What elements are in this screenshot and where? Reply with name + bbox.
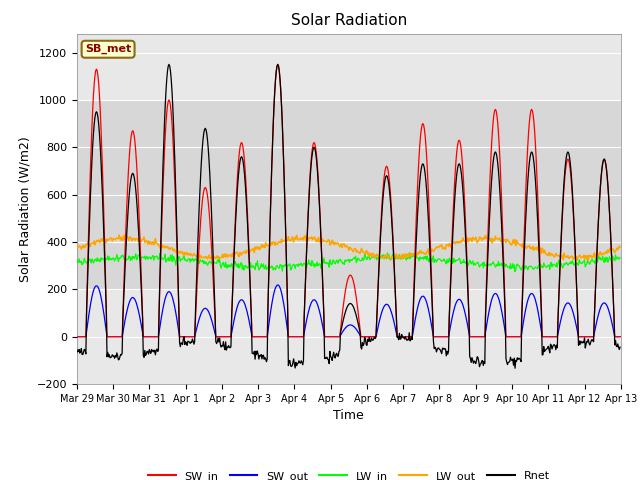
LW_in	[511, 269, 519, 275]
LW_in	[616, 254, 624, 260]
LW_out	[73, 245, 81, 251]
Rnet	[431, 345, 439, 350]
LW_out	[223, 252, 231, 257]
LW_in	[83, 260, 90, 266]
LW_in	[223, 265, 230, 271]
SW_out	[223, 334, 230, 339]
SW_out	[83, 328, 90, 334]
Line: SW_out: SW_out	[77, 285, 620, 336]
Line: LW_out: LW_out	[77, 235, 620, 260]
SW_in	[431, 334, 439, 339]
Title: Solar Radiation: Solar Radiation	[291, 13, 407, 28]
LW_out	[83, 241, 90, 247]
SW_in	[139, 311, 147, 316]
Rnet	[195, 223, 202, 228]
LW_out	[431, 246, 439, 252]
SW_in	[616, 334, 624, 339]
Text: SB_met: SB_met	[85, 44, 131, 54]
SW_out	[415, 300, 423, 305]
LW_out	[195, 251, 202, 256]
LW_out	[415, 250, 423, 256]
SW_in	[415, 153, 423, 159]
Rnet	[223, 344, 231, 350]
Rnet	[616, 344, 624, 350]
Legend: SW_in, SW_out, LW_in, LW_out, Rnet: SW_in, SW_out, LW_in, LW_out, Rnet	[143, 467, 554, 480]
SW_in	[223, 334, 230, 339]
Rnet	[511, 365, 519, 371]
LW_out	[140, 236, 147, 241]
X-axis label: Time: Time	[333, 409, 364, 422]
LW_out	[115, 232, 123, 238]
LW_in	[415, 258, 423, 264]
SW_out	[139, 329, 147, 335]
SW_out	[274, 282, 282, 288]
Line: SW_in: SW_in	[77, 64, 620, 336]
SW_out	[73, 334, 81, 339]
SW_in	[274, 61, 282, 67]
Y-axis label: Solar Radiation (W/m2): Solar Radiation (W/m2)	[18, 136, 31, 282]
LW_out	[616, 244, 624, 250]
LW_in	[431, 257, 439, 263]
Rnet	[415, 187, 423, 193]
Rnet	[83, 309, 90, 314]
LW_in	[73, 258, 81, 264]
Bar	[77, 100, 621, 289]
SW_out	[431, 334, 439, 339]
Line: Rnet: Rnet	[77, 64, 620, 368]
Rnet	[139, 315, 147, 321]
LW_in	[405, 250, 413, 256]
SW_out	[616, 334, 624, 339]
LW_in	[139, 254, 147, 260]
SW_in	[73, 334, 81, 339]
LW_out	[573, 257, 581, 263]
SW_in	[83, 304, 90, 310]
SW_out	[194, 322, 202, 327]
LW_in	[194, 258, 202, 264]
Rnet	[73, 347, 81, 353]
Rnet	[165, 61, 173, 67]
Line: LW_in: LW_in	[77, 253, 620, 272]
SW_in	[194, 269, 202, 275]
